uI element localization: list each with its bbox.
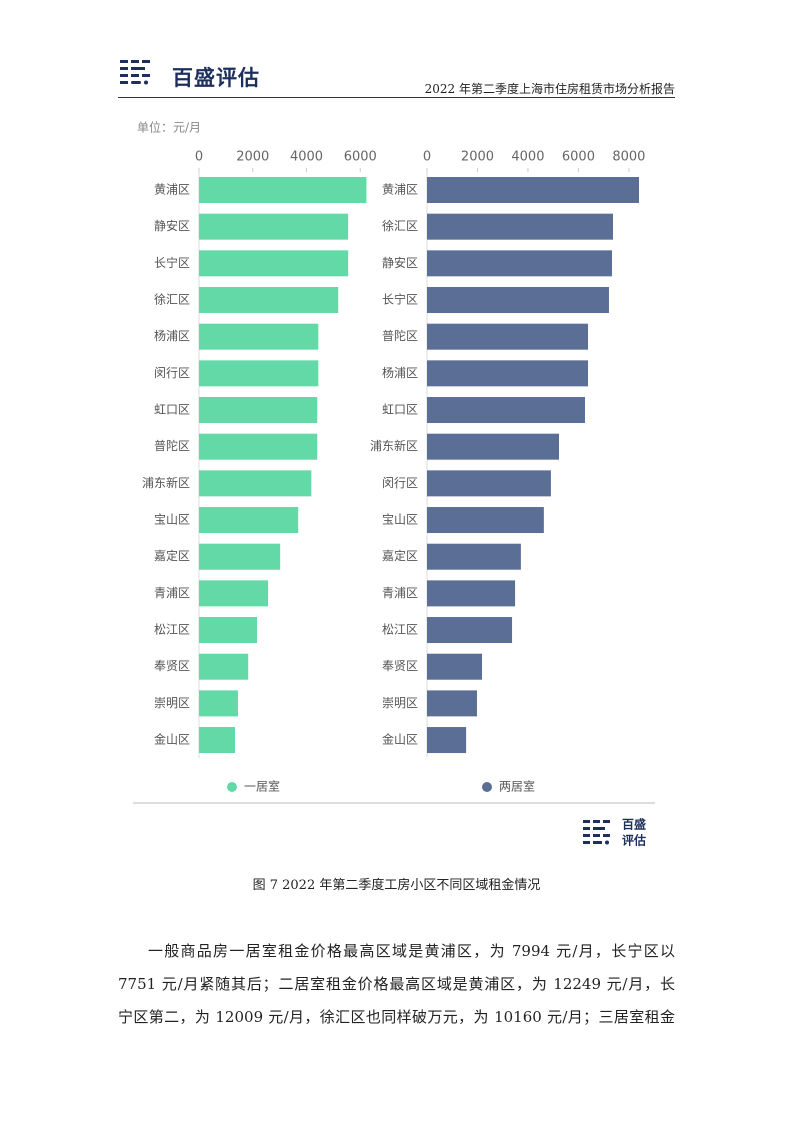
bar — [427, 287, 609, 314]
header-rule — [118, 97, 675, 98]
caption: 图 7 2022 年第二季度工房小区不同区域租金情况 — [252, 878, 541, 893]
y-tick-label: 静安区 — [382, 255, 418, 270]
bar — [199, 433, 318, 460]
y-tick-label: 金山区 — [154, 732, 190, 747]
y-tick-label: 崇明区 — [154, 696, 190, 710]
paragraph-line: 7751 元/月紧随其后；二居室租金价格最高区域是黄浦区，为 12249 元/月… — [118, 975, 675, 993]
x-tick-label: 0 — [195, 150, 203, 165]
y-tick-label: 杨浦区 — [382, 365, 418, 380]
bar — [427, 470, 551, 497]
bar — [199, 507, 299, 534]
y-tick-label: 浦东新区 — [142, 475, 190, 490]
bar — [427, 360, 589, 387]
y-tick-label: 青浦区 — [382, 586, 418, 600]
legend-swatch — [227, 782, 237, 792]
bar — [199, 580, 269, 607]
y-tick-label: 虹口区 — [154, 403, 190, 417]
unit-label: 单位：元/月 — [137, 120, 201, 135]
y-tick-label: 黄浦区 — [382, 183, 418, 197]
y-tick-label: 松江区 — [382, 623, 418, 637]
y-tick-label: 徐汇区 — [382, 218, 418, 233]
x-tick-label: 4000 — [511, 150, 544, 165]
bar — [199, 323, 319, 350]
y-tick-label: 闵行区 — [154, 365, 190, 380]
logo-icon — [120, 60, 150, 85]
y-tick-label: 徐汇区 — [154, 292, 190, 307]
bar — [427, 177, 639, 203]
y-tick-label: 奉贤区 — [382, 659, 418, 673]
bar — [199, 470, 312, 497]
bar — [427, 617, 513, 644]
x-tick-label: 4000 — [290, 150, 323, 165]
y-tick-label: 长宁区 — [382, 292, 418, 307]
bar — [199, 287, 339, 314]
paragraph: 一般商品房一居室租金价格最高区域是黄浦区，为 7994 元/月，长宁区以 775… — [118, 935, 675, 1034]
x-tick-label: 6000 — [562, 150, 595, 165]
bar — [199, 177, 367, 203]
y-tick-label: 嘉定区 — [154, 548, 190, 563]
y-tick-label: 普陀区 — [154, 438, 190, 453]
x-tick-label: 0 — [423, 150, 431, 165]
bar — [427, 433, 559, 460]
y-tick-label: 奉贤区 — [154, 659, 190, 673]
y-tick-label: 虹口区 — [382, 403, 418, 417]
bar — [427, 653, 483, 680]
y-tick-label: 普陀区 — [382, 328, 418, 343]
bar — [199, 690, 238, 717]
bar — [427, 727, 467, 754]
x-tick-label: 8000 — [612, 150, 645, 165]
paragraph-line: 宁区第二，为 12009 元/月，徐汇区也同样破万元，为 10160 元/月；三… — [118, 1008, 675, 1026]
y-tick-label: 金山区 — [382, 732, 418, 747]
bar — [199, 727, 236, 754]
x-tick-label: 6000 — [344, 150, 377, 165]
legend-label: 一居室 — [244, 779, 280, 794]
y-tick-label: 长宁区 — [154, 255, 190, 270]
y-tick-label: 嘉定区 — [382, 548, 418, 563]
y-tick-label: 宝山区 — [154, 513, 190, 527]
y-tick-label: 杨浦区 — [154, 328, 190, 343]
y-tick-label: 黄浦区 — [154, 183, 190, 197]
y-tick-label: 青浦区 — [154, 586, 190, 600]
bar — [199, 360, 319, 387]
bar — [199, 617, 258, 644]
badge-text: 百盛 — [622, 817, 646, 832]
chart: 百盛 评估 单位：元/月0 2000 4000 6000黄浦区静安区长宁区徐汇区杨浦区… — [133, 120, 655, 848]
y-tick-label: 宝山区 — [382, 513, 418, 527]
bar — [427, 543, 521, 570]
y-tick-label: 崇明区 — [382, 696, 418, 710]
bar — [427, 690, 477, 717]
y-tick-label: 静安区 — [154, 218, 190, 233]
bar — [199, 213, 349, 240]
header-title: 2022 年第二季度上海市住房租赁市场分析报告 — [424, 82, 675, 96]
legend-swatch — [482, 782, 492, 792]
badge-icon — [583, 820, 610, 845]
bar — [199, 250, 349, 277]
bar — [427, 213, 614, 240]
y-tick-label: 闵行区 — [382, 475, 418, 490]
bar — [199, 397, 318, 424]
y-tick-label: 松江区 — [154, 623, 190, 637]
bar — [427, 507, 544, 534]
bar — [199, 653, 249, 680]
logo-text: 百盛评估 — [172, 66, 260, 90]
bar — [427, 323, 589, 350]
bar — [427, 250, 612, 277]
x-tick-label: 2000 — [461, 150, 494, 165]
bar — [427, 580, 516, 607]
paragraph-line: 一般商品房一居室租金价格最高区域是黄浦区，为 7994 元/月，长宁区以 — [148, 942, 675, 960]
x-tick-label: 2000 — [236, 150, 269, 165]
bar — [427, 397, 585, 424]
y-tick-label: 浦东新区 — [370, 438, 418, 453]
legend-label: 两居室 — [499, 779, 535, 794]
badge-text: 评估 — [622, 833, 646, 848]
bar — [199, 543, 281, 570]
